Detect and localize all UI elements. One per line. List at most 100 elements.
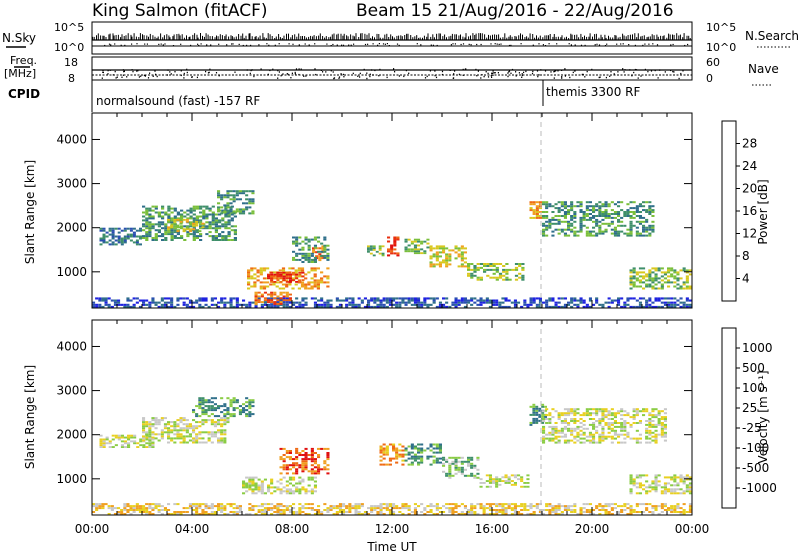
power-scatter-cell [601,211,605,213]
velocity-scatter-cell [473,513,477,515]
velocity-scatter-cell [467,460,471,463]
velocity-scatter-cell [432,459,436,462]
velocity-scatter-cell [392,503,396,506]
velocity-scatter-cell [310,452,314,454]
velocity-scatter-cell [648,433,652,436]
power-scatter-cell [413,299,417,302]
velocity-scatter-cell [254,505,258,508]
velocity-scatter-cell [526,478,530,481]
velocity-scatter-cell [407,505,411,508]
velocity-scatter-cell [313,513,317,515]
freq-dot [196,76,198,79]
power-scatter-cell [626,203,630,206]
power-scatter-cell [208,225,212,228]
velocity-scatter-cell [285,509,289,511]
power-scatter-cell [139,243,142,246]
velocity-scatter-cell [223,507,227,510]
x-tick-label: 00:00 [675,522,710,536]
power-scatter-cell [645,285,649,288]
power-scatter-cell [592,226,596,229]
velocity-scatter-cell [676,476,680,479]
velocity-scatter-cell [620,427,624,430]
velocity-scatter-cell [167,429,171,432]
power-scatter-cell [595,224,599,227]
power-scatter-cell [429,265,433,268]
power-scatter-cell [610,213,614,215]
velocity-scatter-cell [601,418,605,420]
power-scatter-cell [173,305,177,308]
velocity-scatter-cell [148,431,152,434]
power-scatter-cell [210,299,214,302]
velocity-scatter-cell [120,509,124,511]
power-scatter-cell [170,207,174,210]
velocity-scatter-cell [179,435,183,438]
velocity-scatter-cell [651,482,655,485]
freq-dot [143,74,145,77]
power-scatter-cell [489,263,493,265]
velocity-scatter-cell [342,509,346,511]
velocity-scatter-cell [204,511,208,513]
power-scatter-cell [138,305,142,308]
power-scatter-cell [617,234,621,237]
freq-dot [369,73,371,75]
power-scatter-cell [295,258,299,261]
velocity-scatter-cell [567,439,571,442]
velocity-scatter-cell [276,480,280,483]
velocity-scatter-cell [544,405,547,408]
freq-dot [537,75,539,78]
velocity-scatter-cell [638,437,642,440]
velocity-scatter-cell [154,505,158,508]
beam-info: Beam 15 21/Aug/2016 - 22/Aug/2016 [356,1,674,21]
power-scatter-cell [573,220,577,223]
power-scatter-cell [642,234,646,237]
velocity-scatter-cell [263,511,267,513]
velocity-scatter-cell [660,416,664,419]
velocity-scatter-cell [488,478,492,481]
velocity-scatter-cell [176,423,180,426]
velocity-scatter-cell [326,468,330,471]
velocity-scatter-cell [167,427,171,430]
power-scatter-cell [114,243,118,246]
power-scatter-cell [202,215,206,218]
velocity-scatter-cell [213,433,217,436]
power-scatter-cell [313,283,317,286]
velocity-scatter-cell [551,505,555,508]
power-scatter-cell [357,305,361,308]
power-scatter-cell [420,248,424,251]
power-scatter-cell [154,301,158,304]
velocity-scatter-cell [507,503,511,506]
power-scatter-cell [276,273,280,276]
power-scatter-cell [651,285,655,288]
power-scatter-cell [417,244,421,247]
velocity-scatter-cell [217,437,221,440]
nsearch-dot [146,43,148,45]
velocity-scatter-cell [329,507,333,510]
velocity-scatter-cell [326,452,330,454]
velocity-scatter-cell [573,420,577,422]
power-scatter-cell [485,297,489,300]
power-scatter-cell [595,297,599,300]
velocity-scatter-cell [601,425,605,428]
power-scatter-cell [610,232,614,235]
velocity-scatter-cell [92,505,96,508]
nsearch-dot [180,43,182,45]
power-scatter-cell [217,301,221,304]
freq-dot [363,68,365,71]
velocity-scatter-cell [201,413,205,416]
power-scatter-cell [270,303,274,306]
power-scatter-cell [148,209,152,212]
power-scatter-cell [254,299,258,302]
power-scatter-cell [595,301,599,304]
velocity-scatter-cell [598,433,602,436]
power-scatter-cell [601,205,605,208]
velocity-scatter-cell [467,464,471,467]
velocity-scatter-cell [676,505,680,508]
power-scatter-cell [620,201,624,204]
nsearch-dot [198,44,200,47]
velocity-scatter-cell [99,444,103,447]
power-scatter-cell [297,269,301,272]
velocity-scatter-cell [282,509,286,511]
velocity-scatter-cell [142,509,146,511]
velocity-scatter-cell [523,485,527,488]
power-scatter-cell [654,275,658,278]
